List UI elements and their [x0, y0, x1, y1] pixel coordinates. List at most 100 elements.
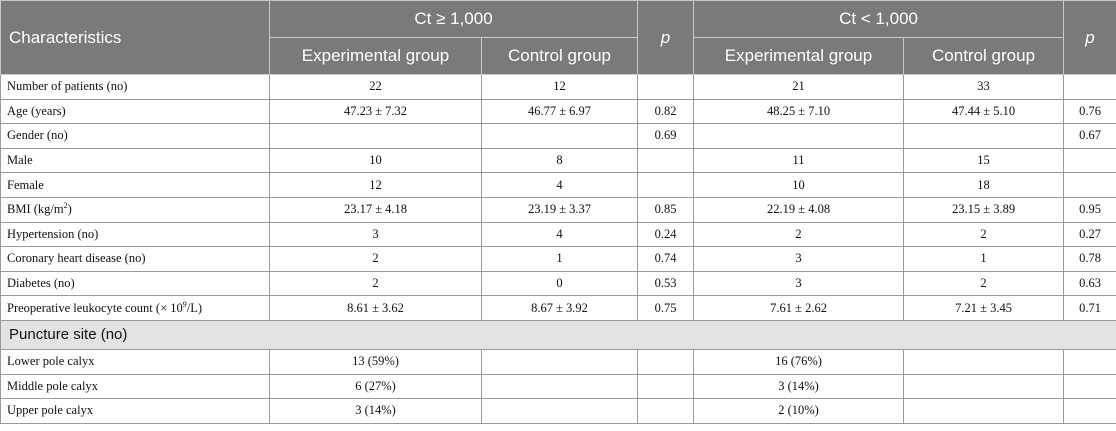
table-row: Preoperative leukocyte count (× 109/L) 8… — [0, 295, 1116, 321]
cell-a-exp: 2 — [269, 270, 482, 297]
cell-a-p: 0.82 — [637, 98, 695, 125]
cell-b-p — [1063, 147, 1116, 174]
col-header-experimental-low: Experimental group — [693, 37, 905, 75]
row-label: Gender (no) — [0, 123, 270, 149]
cell-a-ctl: 8.67 ± 3.92 — [480, 295, 639, 321]
cell-b-ctl: 2 — [903, 270, 1065, 297]
cell-a-ctl: 0 — [480, 270, 639, 297]
cell-b-ctl: 15 — [903, 147, 1065, 174]
cell-b-p: 0.71 — [1063, 295, 1116, 321]
cell-a-exp: 22 — [269, 74, 482, 100]
cell-a-ctl: 46.77 ± 6.97 — [480, 98, 639, 125]
col-header-experimental-high: Experimental group — [269, 37, 482, 75]
row-label: Upper pole calyx — [0, 398, 270, 424]
row-label: BMI (kg/m2) — [0, 196, 270, 223]
row-label: Lower pole calyx — [0, 348, 270, 375]
header-row-1: Characteristics Ct ≥ 1,000 p Ct < 1,000 … — [0, 0, 1116, 75]
table-row: Age (years) 47.23 ± 7.32 46.77 ± 6.97 0.… — [0, 98, 1116, 125]
table-row: Lower pole calyx 13 (59%) 16 (76%) — [0, 348, 1116, 375]
row-label: Diabetes (no) — [0, 270, 270, 297]
cell-a-exp: 12 — [269, 172, 482, 198]
cell-a-exp: 47.23 ± 7.32 — [269, 98, 482, 125]
cell-a-p — [637, 172, 695, 198]
cell-b-exp: 21 — [693, 74, 905, 100]
cell-b-exp: 3 — [693, 270, 905, 297]
cell-b-exp: 16 (76%) — [693, 348, 905, 375]
cell-b-ctl — [903, 398, 1065, 424]
row-label-suffix: ) — [67, 202, 72, 217]
cell-b-p: 0.78 — [1063, 246, 1116, 272]
cell-a-p: 0.85 — [637, 196, 695, 223]
cell-b-ctl: 23.15 ± 3.89 — [903, 196, 1065, 223]
cell-a-ctl — [480, 123, 639, 149]
cell-a-p — [637, 398, 695, 424]
cell-a-ctl: 8 — [480, 147, 639, 174]
row-label: Hypertension (no) — [0, 221, 270, 248]
cell-b-ctl: 7.21 ± 3.45 — [903, 295, 1065, 321]
cell-b-ctl: 47.44 ± 5.10 — [903, 98, 1065, 125]
cell-a-exp: 2 — [269, 246, 482, 272]
cell-a-p — [637, 348, 695, 375]
row-label-superscript: 9 — [182, 299, 187, 309]
table-row: Hypertension (no) 3 4 0.24 2 2 0.27 — [0, 221, 1116, 248]
table-row: Middle pole calyx 6 (27%) 3 (14%) — [0, 373, 1116, 400]
cell-b-exp: 48.25 ± 7.10 — [693, 98, 905, 125]
cell-a-exp: 10 — [269, 147, 482, 174]
cell-a-p — [637, 147, 695, 174]
cell-b-exp: 2 — [693, 221, 905, 248]
cell-b-ctl — [903, 373, 1065, 400]
table-row: Number of patients (no) 22 12 21 33 — [0, 74, 1116, 100]
cell-b-ctl: 1 — [903, 246, 1065, 272]
cell-a-p: 0.24 — [637, 221, 695, 248]
cell-a-ctl — [480, 373, 639, 400]
cell-b-ctl: 2 — [903, 221, 1065, 248]
cell-a-ctl: 12 — [480, 74, 639, 100]
cell-b-p — [1063, 348, 1116, 375]
cell-b-exp: 3 — [693, 246, 905, 272]
cell-b-p: 0.76 — [1063, 98, 1116, 125]
cell-a-exp: 13 (59%) — [269, 348, 482, 375]
cell-b-p: 0.27 — [1063, 221, 1116, 248]
cell-b-p — [1063, 373, 1116, 400]
row-label: Male — [0, 147, 270, 174]
cell-a-ctl: 4 — [480, 172, 639, 198]
cell-a-exp: 3 — [269, 221, 482, 248]
section-row: Puncture site (no) — [0, 319, 1116, 350]
table-row: Female 12 4 10 18 — [0, 172, 1116, 198]
col-header-group-ct-low: Ct < 1,000 — [693, 0, 1065, 38]
cell-b-exp: 22.19 ± 4.08 — [693, 196, 905, 223]
table-row: Upper pole calyx 3 (14%) 2 (10%) — [0, 398, 1116, 424]
cell-a-p: 0.69 — [637, 123, 695, 149]
cell-a-ctl: 23.19 ± 3.37 — [480, 196, 639, 223]
cell-a-exp — [269, 123, 482, 149]
row-label-text: BMI (kg/m — [7, 202, 64, 217]
cell-a-p — [637, 373, 695, 400]
cell-b-p — [1063, 172, 1116, 198]
cell-b-exp: 7.61 ± 2.62 — [693, 295, 905, 321]
table-row: Gender (no) 0.69 0.67 — [0, 123, 1116, 149]
col-header-control-low: Control group — [903, 37, 1065, 75]
row-label-text: Preoperative leukocyte count (× 10 — [7, 300, 183, 315]
cell-b-exp — [693, 123, 905, 149]
cell-b-p: 0.67 — [1063, 123, 1116, 149]
cell-a-ctl: 4 — [480, 221, 639, 248]
row-label-superscript: 2 — [63, 201, 68, 211]
cell-b-exp: 3 (14%) — [693, 373, 905, 400]
cell-a-p: 0.53 — [637, 270, 695, 297]
cell-a-p: 0.74 — [637, 246, 695, 272]
cell-a-exp: 8.61 ± 3.62 — [269, 295, 482, 321]
cell-b-exp: 10 — [693, 172, 905, 198]
cell-a-exp: 3 (14%) — [269, 398, 482, 424]
section-title-puncture-site: Puncture site (no) — [0, 319, 1116, 350]
cell-b-p — [1063, 398, 1116, 424]
cell-a-p — [637, 74, 695, 100]
cell-a-exp: 6 (27%) — [269, 373, 482, 400]
row-label: Number of patients (no) — [0, 74, 270, 100]
row-label: Female — [0, 172, 270, 198]
col-header-characteristics: Characteristics — [0, 0, 270, 75]
cell-b-ctl: 18 — [903, 172, 1065, 198]
cell-a-p: 0.75 — [637, 295, 695, 321]
row-label: Middle pole calyx — [0, 373, 270, 400]
cell-b-ctl: 33 — [903, 74, 1065, 100]
